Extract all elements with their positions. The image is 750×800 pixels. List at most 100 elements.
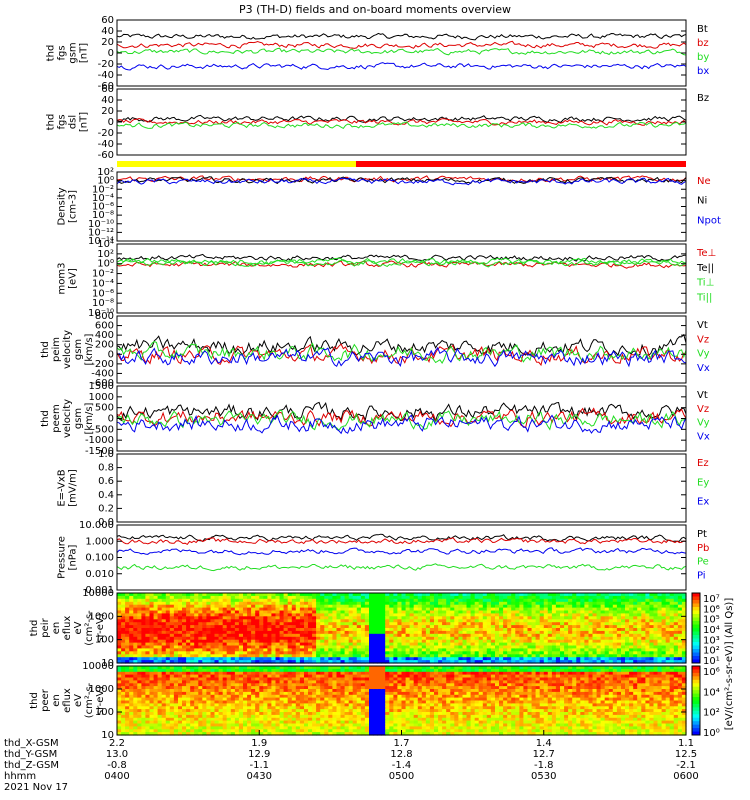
heatmap-cell [210, 677, 216, 681]
heatmap-cell [117, 729, 122, 733]
heatmap-cell [425, 633, 431, 638]
heatmap-cell [490, 657, 496, 661]
heatmap-cell [251, 654, 256, 658]
heatmap-cell [194, 666, 199, 670]
heatmap-cell [438, 607, 443, 612]
heatmap-cell [198, 622, 203, 626]
heatmap-cell [535, 642, 541, 647]
heatmap-cell [304, 686, 309, 690]
heatmap-cell [340, 604, 346, 609]
heatmap-cell [511, 630, 516, 635]
heatmap-cell [165, 714, 171, 719]
heatmap-cell [616, 598, 622, 603]
heatmap-cell [389, 633, 394, 638]
y-axis-label: dsl [68, 115, 79, 129]
heatmap-cell [397, 622, 403, 626]
heatmap-cell [287, 604, 293, 609]
heatmap-cell [308, 674, 313, 679]
legend-entry: Vt [697, 320, 708, 331]
heatmap-cell [182, 630, 187, 635]
heatmap-cell [295, 593, 301, 597]
heatmap-cell [653, 595, 659, 600]
heatmap-cell [377, 630, 382, 635]
heatmap-cell [340, 648, 346, 652]
heatmap-cell [198, 625, 203, 629]
heatmap-cell [336, 601, 342, 606]
heatmap-cell [129, 593, 134, 597]
heatmap-cell [283, 674, 289, 679]
heatmap-cell [564, 604, 569, 609]
heatmap-cell [661, 610, 667, 614]
heatmap-cell [251, 636, 256, 641]
legend-entry: Bt [697, 24, 708, 35]
heatmap-cell [133, 700, 138, 704]
heatmap-cell [133, 633, 138, 638]
heatmap-cell [446, 633, 451, 638]
heatmap-cell [125, 732, 130, 736]
heatmap-cell [316, 604, 321, 609]
heatmap-cell [295, 601, 301, 606]
heatmap-cell [299, 601, 305, 606]
heatmap-cell [234, 636, 240, 641]
heatmap-cell [490, 636, 496, 641]
heatmap-cell [259, 729, 264, 733]
heatmap-cell [141, 648, 147, 652]
heatmap-cell [474, 625, 480, 629]
heatmap-cell [141, 694, 147, 699]
heatmap-cell [389, 604, 394, 609]
heatmap-cell [629, 607, 634, 612]
heatmap-cell [299, 639, 305, 644]
heatmap-cell [438, 613, 443, 617]
heatmap-cell [649, 616, 655, 620]
heatmap-cell [117, 709, 122, 713]
heatmap-cell [360, 625, 366, 629]
heatmap-cell [629, 657, 634, 661]
heatmap-cell [308, 657, 313, 661]
heatmap-cell [458, 645, 464, 649]
heatmap-cell [681, 651, 687, 655]
heatmap-cell [409, 625, 415, 629]
heatmap-cell [279, 674, 285, 679]
heatmap-cell [133, 668, 138, 673]
heatmap-cell [186, 628, 191, 632]
legend-entry: Vx [697, 363, 710, 374]
heatmap-cell [161, 619, 167, 623]
heatmap-cell [421, 601, 427, 606]
heatmap-cell [145, 723, 151, 727]
heatmap-cell [173, 610, 179, 614]
heatmap-cell [612, 593, 618, 597]
heatmap-cell [141, 691, 147, 696]
heatmap-cell [157, 619, 163, 623]
heatmap-cell [332, 729, 338, 733]
heatmap-cell [222, 633, 228, 638]
heatmap-cell [328, 694, 333, 699]
heatmap-cell [438, 642, 443, 647]
heatmap-cell [425, 639, 431, 644]
heatmap-cell [681, 593, 687, 597]
heatmap-cell [137, 666, 142, 670]
heatmap-cell [169, 601, 175, 606]
heatmap-cell [543, 619, 549, 623]
heatmap-cell [308, 666, 313, 670]
heatmap-cell [149, 648, 155, 652]
heatmap-cell [515, 630, 520, 635]
heatmap-cell [161, 709, 167, 713]
heatmap-cell [328, 689, 333, 693]
y-tick-label: 0.100 [85, 553, 114, 564]
y-tick-label: 10⁻⁶ [92, 202, 114, 213]
y-tick-label: 10⁰ [97, 176, 114, 187]
heatmap-cell [287, 717, 293, 722]
heatmap-cell [608, 610, 614, 614]
heatmap-cell [344, 601, 350, 606]
heatmap-cell [295, 645, 301, 649]
heatmap-cell [308, 648, 313, 652]
heatmap-cell [401, 601, 407, 606]
heatmap-cell [283, 660, 289, 664]
heatmap-cell [324, 680, 329, 684]
heatmap-cell [230, 604, 236, 609]
heatmap-cell [259, 639, 264, 644]
heatmap-cell [547, 598, 553, 603]
legend-entry: Ne [697, 176, 711, 187]
heatmap-cell [194, 712, 199, 716]
